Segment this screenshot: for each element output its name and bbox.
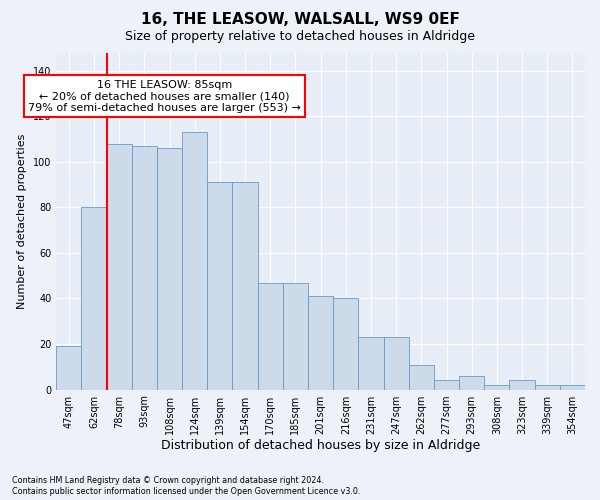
- Bar: [157, 148, 182, 390]
- Bar: [82, 208, 107, 390]
- Bar: [208, 182, 232, 390]
- Text: Contains HM Land Registry data © Crown copyright and database right 2024.: Contains HM Land Registry data © Crown c…: [12, 476, 324, 485]
- Bar: [283, 282, 308, 390]
- Bar: [182, 132, 208, 390]
- Bar: [358, 337, 383, 390]
- Bar: [308, 296, 333, 390]
- Bar: [107, 144, 132, 390]
- Text: 16 THE LEASOW: 85sqm
← 20% of detached houses are smaller (140)
79% of semi-deta: 16 THE LEASOW: 85sqm ← 20% of detached h…: [28, 80, 301, 113]
- Y-axis label: Number of detached properties: Number of detached properties: [17, 134, 28, 308]
- Bar: [333, 298, 358, 390]
- Bar: [409, 364, 434, 390]
- Bar: [383, 337, 409, 390]
- Bar: [484, 385, 509, 390]
- Bar: [459, 376, 484, 390]
- Bar: [535, 385, 560, 390]
- Bar: [560, 385, 585, 390]
- Bar: [509, 380, 535, 390]
- Bar: [434, 380, 459, 390]
- Text: Size of property relative to detached houses in Aldridge: Size of property relative to detached ho…: [125, 30, 475, 43]
- Text: Contains public sector information licensed under the Open Government Licence v3: Contains public sector information licen…: [12, 487, 361, 496]
- Bar: [132, 146, 157, 390]
- X-axis label: Distribution of detached houses by size in Aldridge: Distribution of detached houses by size …: [161, 440, 480, 452]
- Text: 16, THE LEASOW, WALSALL, WS9 0EF: 16, THE LEASOW, WALSALL, WS9 0EF: [140, 12, 460, 28]
- Bar: [257, 282, 283, 390]
- Bar: [232, 182, 257, 390]
- Bar: [56, 346, 82, 390]
